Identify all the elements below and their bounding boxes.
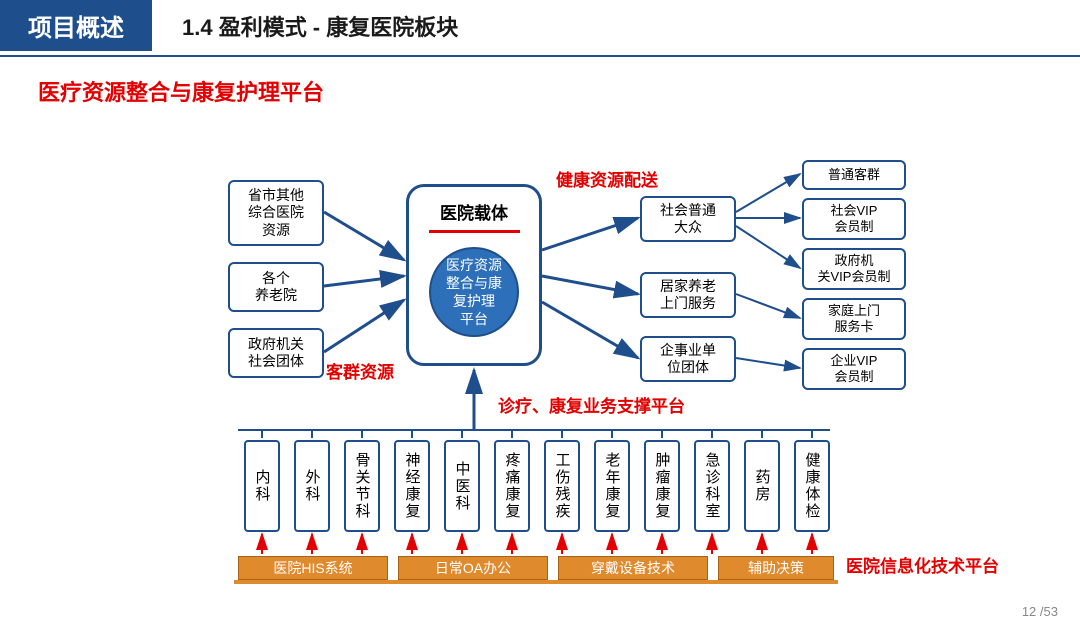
hub-circle: 医疗资源整合与康复护理平台 — [429, 247, 519, 337]
dept-box-v10: 急诊科室 — [694, 440, 730, 532]
header: 项目概述 1.4 盈利模式 - 康复医院板块 — [0, 0, 1080, 51]
dept-box-v4: 神经康复 — [394, 440, 430, 532]
dept-box-v1: 内科 — [244, 440, 280, 532]
label-support-platform: 诊疗、康复业务支撑平台 — [498, 392, 685, 417]
page-total: 53 — [1044, 604, 1058, 619]
label-health-delivery: 健康资源配送 — [556, 166, 658, 191]
diagram-subtitle: 医疗资源整合与康复护理平台 — [38, 75, 1080, 107]
hub-box: 医院载体医疗资源整合与康复护理平台 — [406, 184, 542, 366]
dept-box-v6: 疼痛康复 — [494, 440, 530, 532]
orange-bar-o1: 医院HIS系统 — [238, 556, 388, 580]
right-box-r2: 社会VIP会员制 — [802, 198, 906, 240]
header-title: 1.4 盈利模式 - 康复医院板块 — [182, 10, 458, 42]
dept-box-v7: 工伤残疾 — [544, 440, 580, 532]
page-number: 12 /53 — [1022, 604, 1058, 619]
orange-bar-o2: 日常OA办公 — [398, 556, 548, 580]
label-it-platform: 医院信息化技术平台 — [846, 552, 999, 577]
header-tab: 项目概述 — [0, 0, 152, 51]
dept-box-v11: 药房 — [744, 440, 780, 532]
left-box-l1: 省市其他综合医院资源 — [228, 180, 324, 246]
right-box-r3: 政府机关VIP会员制 — [802, 248, 906, 290]
mid-box-m2: 居家养老上门服务 — [640, 272, 736, 318]
right-box-r1: 普通客群 — [802, 160, 906, 190]
dept-box-v9: 肿瘤康复 — [644, 440, 680, 532]
hub-underline — [429, 230, 520, 233]
right-box-r5: 企业VIP会员制 — [802, 348, 906, 390]
dept-box-v3: 骨关节科 — [344, 440, 380, 532]
mid-box-m1: 社会普通大众 — [640, 196, 736, 242]
dept-box-v8: 老年康复 — [594, 440, 630, 532]
left-box-l3: 政府机关社会团体 — [228, 328, 324, 378]
mid-box-m3: 企事业单位团体 — [640, 336, 736, 382]
hub-title: 医院载体 — [409, 199, 539, 224]
dept-box-v2: 外科 — [294, 440, 330, 532]
page-current: 12 — [1022, 604, 1036, 619]
orange-bar-o4: 辅助决策 — [718, 556, 834, 580]
label-customer-resource: 客群资源 — [326, 358, 394, 383]
dept-box-v12: 健康体检 — [794, 440, 830, 532]
header-underline — [0, 55, 1080, 57]
right-box-r4: 家庭上门服务卡 — [802, 298, 906, 340]
orange-bar-o3: 穿戴设备技术 — [558, 556, 708, 580]
dept-box-v5: 中医科 — [444, 440, 480, 532]
left-box-l2: 各个养老院 — [228, 262, 324, 312]
